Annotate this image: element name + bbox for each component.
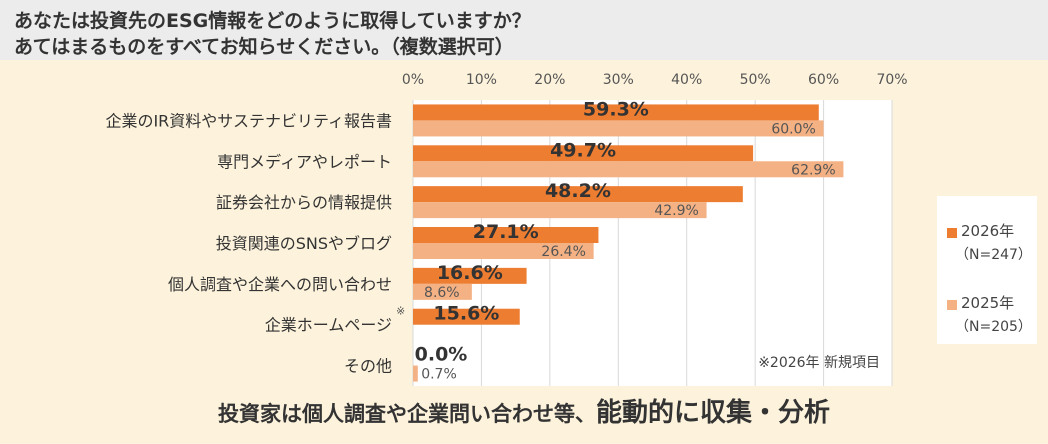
question-line-1: あなたは投資先のESG情報をどのように取得していますか？ (14, 10, 531, 32)
question-header: あなたは投資先のESG情報をどのように取得していますか？ あてはまるものをすべて… (0, 0, 1048, 60)
x-tick-label: 60% (808, 72, 839, 88)
bar-2025 (413, 243, 594, 259)
data-label-2025: 26.4% (541, 244, 585, 260)
category-label: 企業ホームページ (265, 316, 392, 335)
category-label: 個人調査や企業への問い合わせ (168, 275, 392, 294)
x-tick-label: 10% (466, 72, 497, 88)
conclusion-footer: 投資家は個人調査や企業問い合わせ等、能動的に収集・分析 (0, 392, 1048, 436)
conclusion-part-2: 能動的に収集・分析 (595, 398, 830, 428)
data-label-2025: 8.6% (424, 285, 460, 301)
data-label-2026: 0.0% (415, 344, 468, 366)
legend-swatch-2025 (947, 300, 957, 310)
category-label: 企業のIR資料やサステナビリティ報告書 (105, 111, 392, 130)
bar-2026 (413, 186, 743, 203)
category-label: 証券会社からの情報提供 (216, 193, 392, 212)
data-label-2026: 59.3% (583, 98, 649, 120)
x-tick-label: 30% (603, 72, 634, 88)
bar-2025 (413, 120, 824, 137)
legend-n-2026: （N=247） (955, 247, 1032, 263)
data-label-2026: 27.1% (473, 221, 539, 243)
category-label: その他 (344, 357, 392, 376)
data-label-2026: 15.6% (433, 303, 499, 325)
category-note-mark: ※ (396, 305, 405, 318)
bar-2025 (413, 161, 844, 178)
data-label-2025: 0.7% (421, 367, 457, 383)
bar-2026 (413, 145, 754, 162)
legend-swatch-2026 (947, 228, 957, 238)
data-label-2026: 49.7% (550, 139, 616, 161)
legend-label-2025: 2025年 (961, 294, 1015, 312)
data-label-2025: 62.9% (791, 162, 835, 178)
x-tick-label: 20% (534, 72, 565, 88)
chart-footnote: ※2026年 新規項目 (758, 355, 880, 371)
legend: 2026年 （N=247） 2025年 （N=205） (937, 196, 1037, 344)
x-tick-label: 40% (671, 72, 702, 88)
data-label-2025: 60.0% (771, 121, 815, 137)
question-line-2: あてはまるものをすべてお知らせください。（複数選択可） (14, 36, 514, 58)
x-tick-label: 70% (876, 72, 907, 88)
bar-2026 (413, 308, 520, 325)
bar-2025 (413, 202, 707, 219)
data-label-2026: 16.6% (437, 262, 503, 284)
conclusion-part-1: 投資家は個人調査や企業問い合わせ等、 (217, 402, 596, 426)
data-label-2026: 48.2% (545, 180, 611, 202)
category-label: 投資関連のSNSやブログ (216, 234, 392, 253)
bar-chart: 0% 10% 20% 30% 40% 50% 60% 70% 企業のIR資料やサステナビリティ報… (105, 72, 908, 386)
x-tick-label: 0% (402, 72, 424, 88)
legend-n-2025: （N=205） (955, 319, 1032, 335)
bar-2026 (413, 267, 527, 284)
category-label: 専門メディアやレポート (217, 152, 392, 171)
bar-2026 (413, 227, 599, 243)
x-tick-label: 50% (740, 72, 771, 88)
legend-label-2026: 2026年 (961, 222, 1015, 240)
bar-2025 (413, 365, 418, 382)
bar-2026 (413, 104, 819, 121)
bar-2025 (413, 283, 472, 300)
data-label-2025: 42.9% (654, 203, 698, 219)
